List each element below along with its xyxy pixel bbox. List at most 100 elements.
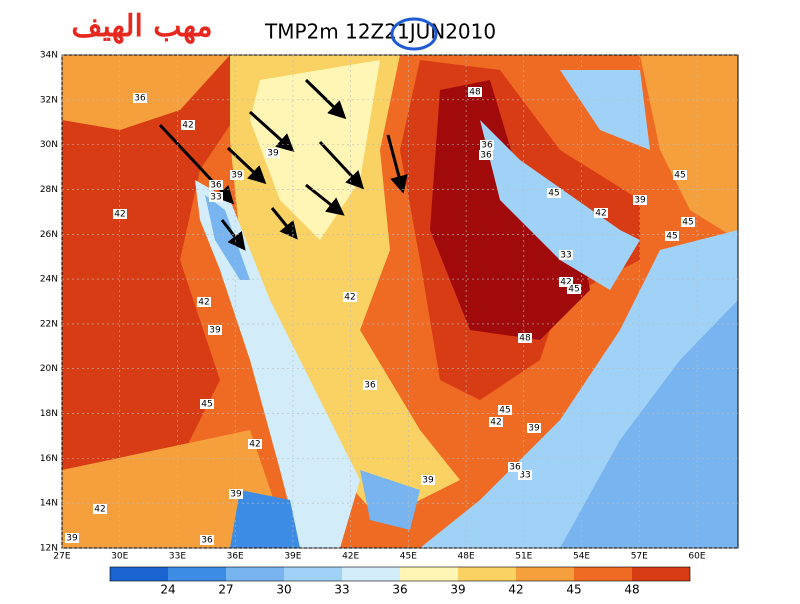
- lat-label: 30N: [40, 140, 58, 150]
- lon-label: 36E: [227, 552, 244, 562]
- lon-label: 27E: [53, 552, 70, 562]
- contour-label: 36: [481, 141, 493, 151]
- contour-label-box: [197, 297, 211, 307]
- contour-label-box: [65, 533, 79, 543]
- lat-label: 14N: [40, 499, 58, 509]
- highlight-ellipse: [390, 17, 438, 51]
- contour-label: 39: [422, 476, 434, 486]
- colorbar-swatch: [226, 567, 284, 581]
- colorbar-label: 48: [624, 583, 639, 597]
- contour-label: 45: [666, 232, 677, 242]
- lon-label: 54E: [573, 552, 590, 562]
- contour-label-box: [181, 120, 195, 130]
- contour-label: 45: [674, 171, 685, 181]
- contour-label: 42: [344, 293, 355, 303]
- colorbar-label: 42: [508, 583, 523, 597]
- lat-label: 34N: [40, 51, 58, 61]
- contour-label: 42: [182, 121, 193, 131]
- contour-label: 33: [519, 471, 530, 481]
- lat-label: 22N: [40, 319, 58, 329]
- contour-label: 39: [231, 171, 243, 181]
- contour-label: 45: [201, 400, 212, 410]
- colorbar-swatch: [632, 567, 690, 581]
- contour-label-box: [681, 217, 695, 227]
- lat-label: 16N: [40, 454, 58, 464]
- lon-label: 51E: [515, 552, 532, 562]
- contour-label-box: [229, 489, 243, 499]
- colorbar-swatch: [342, 567, 400, 581]
- contour-label-box: [468, 87, 482, 97]
- contour-label: 42: [490, 418, 501, 428]
- contour-label-box: [200, 399, 214, 409]
- contour-label: 36: [201, 536, 213, 546]
- lon-label: 57E: [631, 552, 648, 562]
- lat-label: 26N: [40, 230, 58, 240]
- contour-label-box: [230, 170, 244, 180]
- temperature-field: [62, 55, 738, 548]
- contour-label-box: [527, 423, 541, 433]
- lon-label: 48E: [458, 552, 475, 562]
- contour-label-box: [133, 93, 147, 103]
- colorbar-swatch: [516, 567, 574, 581]
- contour-label-box: [665, 231, 679, 241]
- contour-label-box: [248, 439, 262, 449]
- contour-label: 39: [634, 196, 646, 206]
- contour-label: 33: [210, 193, 221, 203]
- colorbar-label: 36: [392, 583, 407, 597]
- colorbar-swatch: [458, 567, 516, 581]
- colorbar-label: 33: [334, 583, 349, 597]
- contour-label-box: [489, 417, 503, 427]
- colorbar-swatch: [574, 567, 632, 581]
- contour-label-box: [343, 292, 357, 302]
- contour-label: 42: [595, 209, 606, 219]
- contour-label-box: [209, 180, 223, 190]
- contour-label: 42: [249, 440, 260, 450]
- colorbar-swatch: [110, 567, 168, 581]
- contour-label-box: [113, 209, 127, 219]
- lon-label: 60E: [688, 552, 705, 562]
- colorbar-label: 45: [566, 583, 581, 597]
- contour-label: 45: [568, 285, 579, 295]
- contour-label-box: [559, 250, 573, 260]
- lon-label: 42E: [342, 552, 359, 562]
- contour-label-box: [518, 333, 532, 343]
- lon-label: 39E: [284, 552, 301, 562]
- contour-label: 39: [230, 490, 242, 500]
- contour-label-box: [209, 192, 223, 202]
- contour-label: 45: [548, 189, 559, 199]
- contour-label: 48: [469, 88, 481, 98]
- lon-label: 33E: [169, 552, 186, 562]
- contour-label: 36: [134, 94, 146, 104]
- contour-label-box: [498, 405, 512, 415]
- colorbar-swatch: [284, 567, 342, 581]
- contour-label-box: [421, 475, 435, 485]
- contour-label-box: [673, 170, 687, 180]
- contour-label-box: [266, 148, 280, 158]
- contour-label: 42: [198, 298, 209, 308]
- contour-label: 36: [509, 463, 521, 473]
- contour-label: 36: [364, 381, 376, 391]
- contour-label-box: [508, 462, 522, 472]
- contour-label-box: [547, 188, 561, 198]
- contour-label: 39: [267, 149, 279, 159]
- lon-label: 45E: [400, 552, 417, 562]
- contour-label: 45: [682, 218, 693, 228]
- contour-label-box: [200, 535, 214, 545]
- contour-label: 42: [94, 505, 105, 515]
- contour-label-box: [363, 380, 377, 390]
- contour-label-box: [208, 325, 222, 335]
- contour-label: 39: [209, 326, 221, 336]
- contour-label: 39: [528, 424, 540, 434]
- lat-label: 12N: [40, 544, 58, 554]
- colorbar-frame: [109, 566, 691, 582]
- arabic-title: مهب الهيف: [71, 9, 212, 44]
- contour-label-box: [559, 277, 573, 287]
- contour-label: 48: [519, 334, 531, 344]
- contour-label: 39: [66, 534, 78, 544]
- lat-label: 20N: [40, 364, 58, 374]
- title: TMP2m 12Z21JUN2010: [264, 20, 496, 44]
- colorbar-label: 39: [450, 583, 465, 597]
- colorbar-label: 24: [160, 583, 175, 597]
- lat-label: 28N: [40, 185, 58, 195]
